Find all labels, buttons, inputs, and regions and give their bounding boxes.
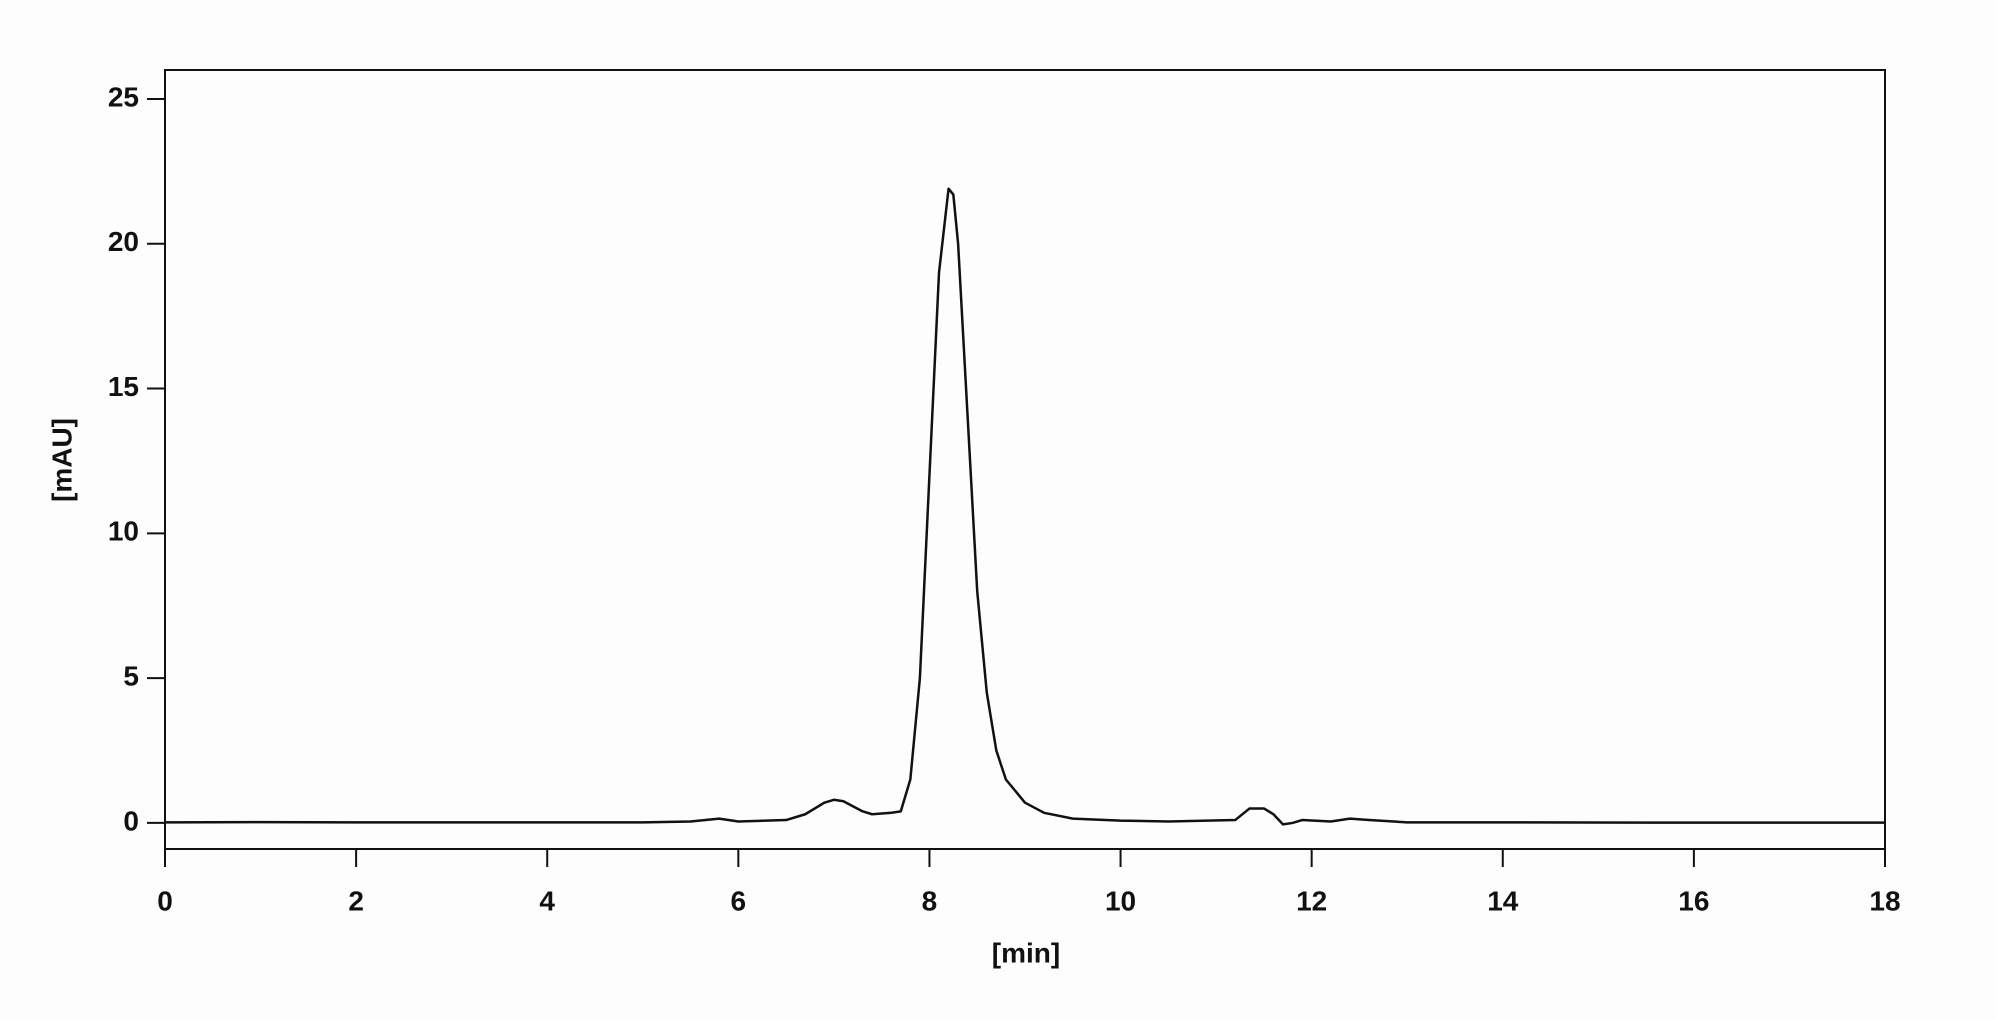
- plot-frame: [164, 69, 1886, 850]
- y-tick-label: 15: [108, 371, 139, 402]
- y-axis-label: [mAU]: [46, 418, 77, 502]
- x-axis-label: [min]: [992, 937, 1060, 968]
- x-tick-label: 18: [1869, 885, 1900, 916]
- y-tick-label: 5: [123, 661, 139, 692]
- x-tick-label: 8: [922, 885, 938, 916]
- x-tick-label: 16: [1678, 885, 1709, 916]
- x-tick-label: 12: [1296, 885, 1327, 916]
- x-tick-label: 10: [1105, 885, 1136, 916]
- y-tick-label: 25: [108, 81, 139, 112]
- x-tick-label: 14: [1487, 885, 1519, 916]
- x-tick-label: 6: [731, 885, 747, 916]
- x-tick-label: 2: [348, 885, 364, 916]
- x-tick-label: 0: [157, 885, 173, 916]
- y-tick-label: 20: [108, 226, 139, 257]
- y-tick-label: 0: [123, 805, 139, 836]
- x-tick-label: 4: [539, 885, 555, 916]
- data-line: [164, 187, 1885, 826]
- y-tick-label: 10: [108, 516, 139, 547]
